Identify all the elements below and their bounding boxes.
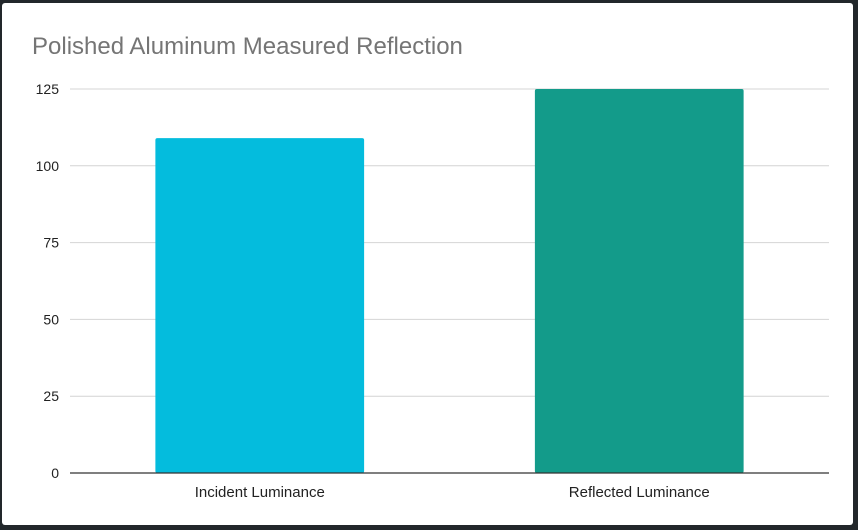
chart-title: Polished Aluminum Measured Reflection <box>32 33 463 60</box>
x-category-label: Reflected Luminance <box>569 484 710 501</box>
y-tick-label: 125 <box>36 81 60 97</box>
chart-frame: Polished Aluminum Measured Reflection 0 2… <box>2 3 853 525</box>
bars <box>155 89 744 474</box>
bar-chart: 0 25 50 75 100 125 Incident Luminance Reflected… <box>36 81 829 501</box>
bar-reflected-luminance <box>534 89 744 473</box>
y-tick-label: 50 <box>43 311 59 327</box>
bar-incident-luminance <box>155 138 365 474</box>
x-category-label: Incident Luminance <box>195 484 325 501</box>
y-tick-label: 75 <box>43 235 59 251</box>
y-tick-label: 25 <box>43 388 59 404</box>
y-tick-label: 100 <box>36 158 60 174</box>
axes: 0 25 50 75 100 125 Incident Luminance Reflected… <box>36 81 829 501</box>
y-tick-label: 0 <box>51 465 59 481</box>
